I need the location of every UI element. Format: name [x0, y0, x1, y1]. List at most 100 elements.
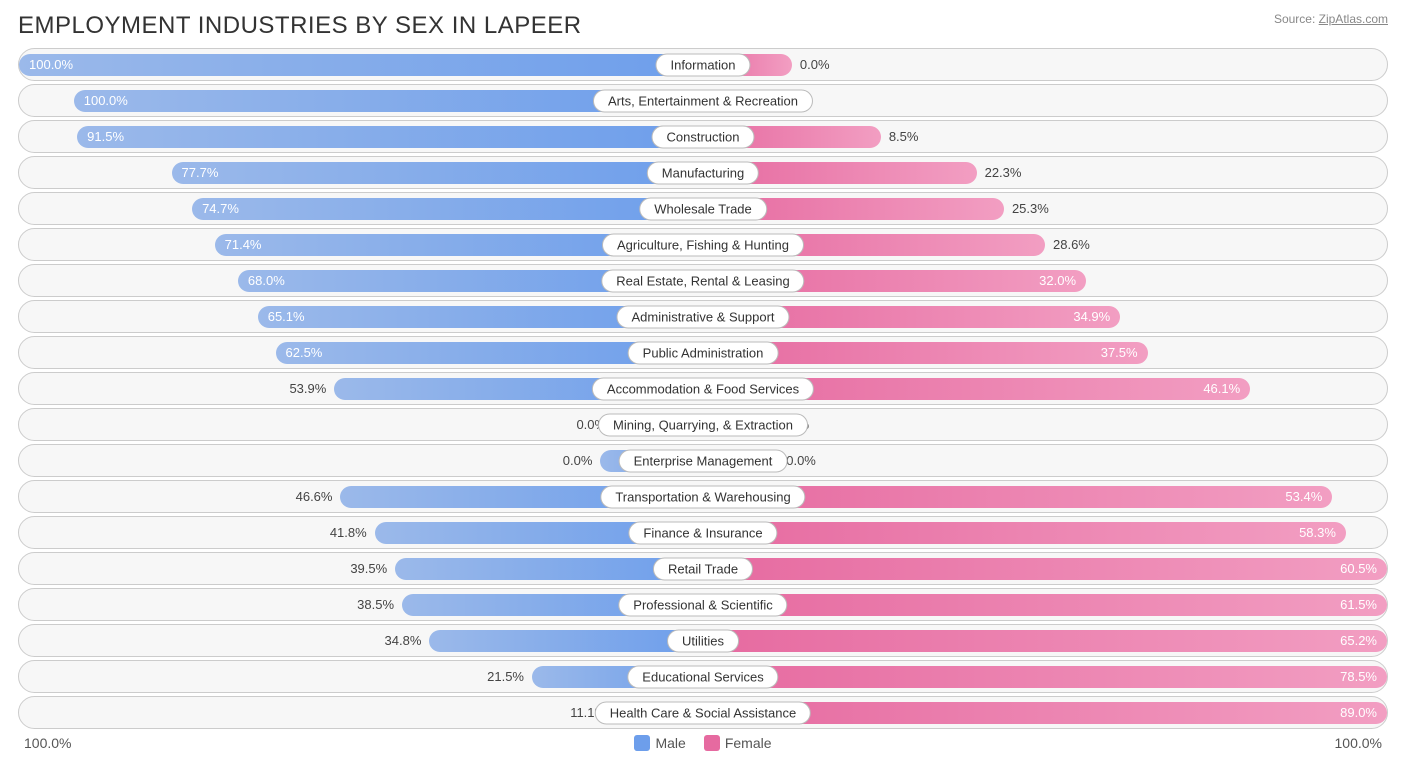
chart-row: 39.5%60.5%Retail Trade [18, 552, 1388, 585]
male-pct: 100.0% [29, 57, 73, 72]
category-label: Wholesale Trade [639, 197, 767, 220]
legend: Male Female [634, 735, 771, 751]
category-label: Public Administration [628, 341, 779, 364]
female-half: 34.9% [703, 301, 1387, 332]
chart-footer: 100.0% Male Female 100.0% [18, 735, 1388, 751]
male-bar: 77.7% [172, 162, 703, 184]
source-prefix: Source: [1274, 12, 1319, 26]
legend-male-swatch [634, 735, 650, 751]
female-half: 37.5% [703, 337, 1387, 368]
legend-male: Male [634, 735, 685, 751]
female-half: 53.4% [703, 481, 1387, 512]
female-half: 0.0% [703, 49, 1387, 80]
category-label: Health Care & Social Assistance [595, 701, 811, 724]
header: EMPLOYMENT INDUSTRIES BY SEX IN LAPEER S… [18, 12, 1388, 40]
male-pct: 62.5% [286, 345, 323, 360]
female-bar: 61.5% [703, 594, 1387, 616]
category-label: Administrative & Support [616, 305, 789, 328]
female-pct: 53.4% [1285, 489, 1322, 504]
female-bar: 58.3% [703, 522, 1346, 544]
category-label: Manufacturing [647, 161, 759, 184]
male-pct: 71.4% [225, 237, 262, 252]
chart-row: 53.9% 46.1% Accommodation & Food Services [18, 372, 1388, 405]
female-pct: 0.0% [786, 453, 816, 468]
female-half: 65.2% [703, 625, 1387, 656]
category-label: Utilities [667, 629, 739, 652]
female-pct: 65.2% [1340, 633, 1377, 648]
female-half: 22.3% [703, 157, 1387, 188]
category-label: Transportation & Warehousing [600, 485, 805, 508]
category-label: Retail Trade [653, 557, 753, 580]
chart-row: 77.7% 22.3% Manufacturing [18, 156, 1388, 189]
female-pct: 60.5% [1340, 561, 1377, 576]
male-pct: 41.8% [330, 525, 367, 540]
female-bar: 78.5% [703, 666, 1387, 688]
chart-row: 46.6% 53.4% Transportation & Warehousing [18, 480, 1388, 513]
male-bar [429, 630, 703, 652]
category-label: Agriculture, Fishing & Hunting [602, 233, 804, 256]
male-pct: 46.6% [296, 489, 333, 504]
female-pct: 8.5% [889, 129, 919, 144]
category-label: Finance & Insurance [628, 521, 777, 544]
female-half: 32.0% [703, 265, 1387, 296]
male-half: 71.4% [19, 229, 703, 260]
legend-female: Female [704, 735, 772, 751]
category-label: Construction [652, 125, 755, 148]
chart-row: 100.0%0.0%Information [18, 48, 1388, 81]
female-pct: 46.1% [1203, 381, 1240, 396]
category-label: Mining, Quarrying, & Extraction [598, 413, 808, 436]
male-pct: 21.5% [487, 669, 524, 684]
female-pct: 58.3% [1299, 525, 1336, 540]
axis-left-label: 100.0% [24, 735, 71, 751]
female-half: 0.0% [703, 445, 1387, 476]
male-pct: 34.8% [385, 633, 422, 648]
male-pct: 38.5% [357, 597, 394, 612]
chart-row: 38.5%61.5%Professional & Scientific [18, 588, 1388, 621]
chart-row: 11.1%89.0%Health Care & Social Assistanc… [18, 696, 1388, 729]
male-bar: 91.5% [77, 126, 703, 148]
chart-row: 0.0%0.0%Enterprise Management [18, 444, 1388, 477]
female-pct: 22.3% [985, 165, 1022, 180]
male-pct: 91.5% [87, 129, 124, 144]
chart-row: 0.0%0.0%Mining, Quarrying, & Extraction [18, 408, 1388, 441]
male-half: 0.0% [19, 445, 703, 476]
chart-row: 71.4% 28.6% Agriculture, Fishing & Hunting [18, 228, 1388, 261]
chart-row: 34.8% 65.2% Utilities [18, 624, 1388, 657]
chart-row: 41.8% 58.3% Finance & Insurance [18, 516, 1388, 549]
female-pct: 37.5% [1101, 345, 1138, 360]
female-half: 8.5% [703, 121, 1387, 152]
male-pct: 53.9% [289, 381, 326, 396]
male-pct: 68.0% [248, 273, 285, 288]
chart-row: 62.5% 37.5% Public Administration [18, 336, 1388, 369]
legend-female-label: Female [725, 735, 772, 751]
male-pct: 65.1% [268, 309, 305, 324]
source-attribution: Source: ZipAtlas.com [1274, 12, 1388, 26]
female-half: 61.5% [703, 589, 1387, 620]
female-pct: 25.3% [1012, 201, 1049, 216]
chart-row: 100.0%0.0%Arts, Entertainment & Recreati… [18, 84, 1388, 117]
male-pct: 77.7% [182, 165, 219, 180]
chart-rows: 100.0%0.0%Information100.0%0.0%Arts, Ent… [18, 48, 1388, 729]
chart-row: 68.0%32.0%Real Estate, Rental & Leasing [18, 264, 1388, 297]
male-half: 65.1% [19, 301, 703, 332]
male-half: 41.8% [19, 517, 703, 548]
male-half: 21.5% [19, 661, 703, 692]
male-pct: 100.0% [84, 93, 128, 108]
female-bar: 65.2% [703, 630, 1387, 652]
category-label: Accommodation & Food Services [592, 377, 814, 400]
male-pct: 0.0% [563, 453, 593, 468]
male-half: 100.0% [19, 49, 703, 80]
male-pct: 74.7% [202, 201, 239, 216]
female-pct: 28.6% [1053, 237, 1090, 252]
female-half: 78.5% [703, 661, 1387, 692]
chart-title: EMPLOYMENT INDUSTRIES BY SEX IN LAPEER [18, 12, 582, 40]
male-half: 74.7% [19, 193, 703, 224]
female-pct: 61.5% [1340, 597, 1377, 612]
legend-female-swatch [704, 735, 720, 751]
male-bar: 100.0% [19, 54, 703, 76]
female-pct: 78.5% [1340, 669, 1377, 684]
category-label: Arts, Entertainment & Recreation [593, 89, 813, 112]
source-link[interactable]: ZipAtlas.com [1319, 12, 1388, 26]
chart-container: EMPLOYMENT INDUSTRIES BY SEX IN LAPEER S… [0, 0, 1406, 759]
legend-male-label: Male [655, 735, 685, 751]
